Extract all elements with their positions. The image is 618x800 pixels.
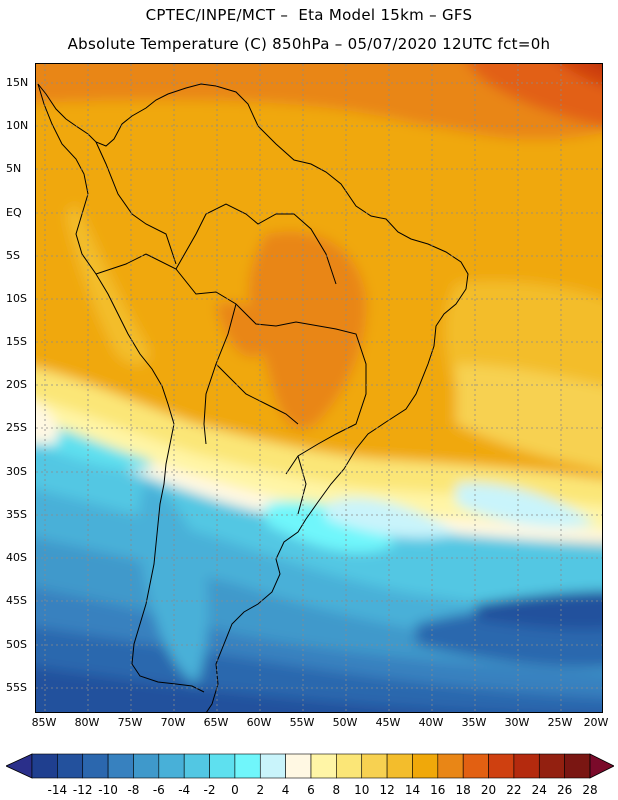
colorbar-tick-label: 2	[256, 783, 265, 797]
longitude-label: 40W	[418, 716, 444, 729]
latitude-label: 20S	[6, 378, 27, 391]
longitude-label: 25W	[547, 716, 573, 729]
colorbar-swatch	[310, 753, 337, 779]
colorbar-over-arrow	[589, 753, 615, 779]
colorbar-tick-label: -8	[127, 783, 140, 797]
colorbar-swatch	[31, 753, 58, 779]
colorbar-swatch	[437, 753, 464, 779]
colorbar-swatch	[361, 753, 388, 779]
colorbar-swatch	[386, 753, 413, 779]
colorbar-tick-label: 6	[307, 783, 315, 797]
colorbar-swatch	[107, 753, 134, 779]
latitude-label: 35S	[6, 508, 27, 521]
colorbar-swatch	[564, 753, 591, 779]
colorbar-swatch	[462, 753, 489, 779]
colorbar-tick-label: -14	[47, 783, 68, 797]
longitude-label: 75W	[117, 716, 143, 729]
colorbar-tick-label: 16	[430, 783, 446, 797]
colorbar-svg	[5, 753, 615, 779]
colorbar-tick-label: -6	[152, 783, 165, 797]
longitude-label: 50W	[332, 716, 358, 729]
colorbar-tick-label: 0	[231, 783, 239, 797]
latitude-label: 10S	[6, 292, 27, 305]
colorbar-swatch	[259, 753, 286, 779]
colorbar-tick-label: 18	[455, 783, 471, 797]
longitude-label: 30W	[504, 716, 530, 729]
latitude-label: 40S	[6, 551, 27, 564]
latitude-label: 15S	[6, 335, 27, 348]
longitude-label: 60W	[246, 716, 272, 729]
colorbar-tick-label: -12	[72, 783, 93, 797]
colorbar-tick-label: 20	[480, 783, 497, 797]
title-line-1: CPTEC/INPE/MCT – Eta Model 15km – GFS	[145, 6, 473, 24]
latitude-label: 45S	[6, 594, 27, 607]
latitude-label: 55S	[6, 681, 27, 694]
colorbar-swatch	[158, 753, 185, 779]
colorbar-swatch	[336, 753, 363, 779]
colorbar-tick-label: 14	[404, 783, 421, 797]
colorbar-tick-label: 22	[506, 783, 522, 797]
colorbar-tick-label: 8	[332, 783, 341, 797]
colorbar-swatch	[183, 753, 210, 779]
longitude-label: 20W	[583, 716, 609, 729]
colorbar-tick-label: -4	[178, 783, 191, 797]
colorbar-swatch	[133, 753, 160, 779]
longitude-label: 70W	[160, 716, 186, 729]
map-canvas	[36, 64, 602, 712]
colorbar-tick-label: -10	[98, 783, 118, 797]
colorbar-swatch	[538, 753, 565, 779]
longitude-label: 65W	[203, 716, 229, 729]
latitude-label: 5S	[6, 249, 20, 262]
colorbar-swatch	[82, 753, 109, 779]
colorbar-swatch	[234, 753, 261, 779]
longitude-label: 55W	[289, 716, 315, 729]
graticule	[36, 64, 602, 712]
colorbar-swatch	[285, 753, 312, 779]
title-line-2: Absolute Temperature (C) 850hPa – 05/07/…	[67, 35, 551, 53]
colorbar-swatch	[57, 753, 84, 779]
colorbar-swatch	[513, 753, 540, 779]
colorbar-swatch	[209, 753, 236, 779]
latitude-label: 10N	[6, 119, 29, 132]
temperature-map	[35, 63, 603, 713]
latitude-label: EQ	[6, 206, 22, 219]
colorbar-tick-label: 4	[281, 783, 290, 797]
colorbar-tick-label: 10	[354, 783, 370, 797]
colorbar-tick-label: 12	[379, 783, 395, 797]
colorbar-tick-label: 28	[582, 783, 598, 797]
colorbar-tick-label: 24	[531, 783, 547, 797]
colorbar-tick-label: -2	[203, 783, 216, 797]
colorbar-tick-label: 26	[556, 783, 573, 797]
longitude-label: 85W	[31, 716, 57, 729]
latitude-label: 15N	[6, 76, 29, 89]
colorbar-under-arrow	[5, 753, 33, 779]
colorbar-swatch	[412, 753, 439, 779]
latitude-label: 5N	[6, 162, 22, 175]
coastline	[37, 83, 469, 712]
longitude-label: 45W	[375, 716, 401, 729]
colorbar-swatch	[488, 753, 515, 779]
longitude-label: 35W	[461, 716, 487, 729]
latitude-label: 50S	[6, 638, 27, 651]
latitude-label: 25S	[6, 421, 27, 434]
temperature-field	[36, 64, 602, 712]
latitude-label: 30S	[6, 465, 27, 478]
colorbar	[5, 750, 615, 784]
longitude-label: 80W	[74, 716, 100, 729]
